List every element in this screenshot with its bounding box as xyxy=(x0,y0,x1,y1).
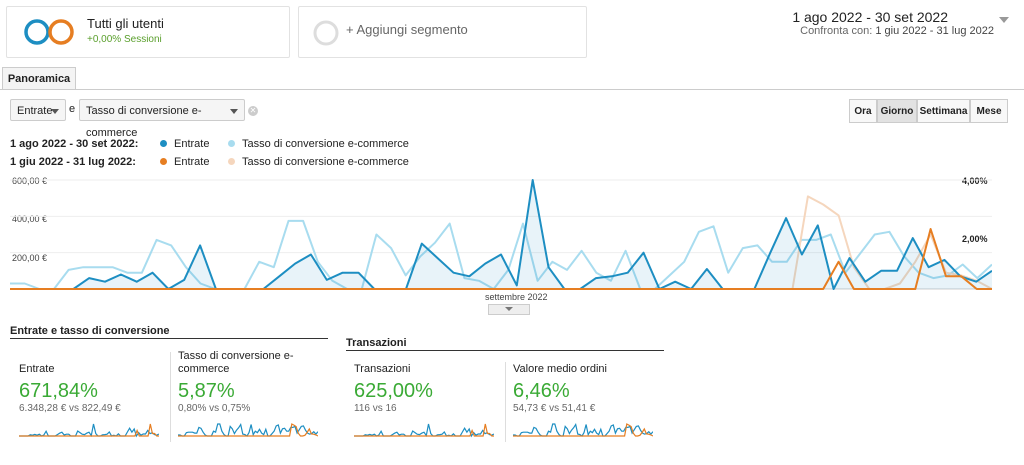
sparkline xyxy=(513,422,653,437)
metric-percentage: 6,46% xyxy=(513,380,570,402)
y-tick-left-400: 400,00 € xyxy=(12,214,48,224)
legend-entrate-current[interactable]: Entrate xyxy=(160,138,209,150)
metric-comparison: 0,80% vs 0,75% xyxy=(178,403,251,414)
metric-label: Transazioni xyxy=(354,363,411,375)
section-divider xyxy=(10,338,328,339)
sparkline-series xyxy=(19,423,159,437)
segment-circles-icon xyxy=(24,19,74,45)
segment-subtitle: +0,00% Sessioni xyxy=(87,34,162,45)
metric-comparison: 6.348,28 € vs 822,49 € xyxy=(19,403,121,414)
series-conversione-current-line xyxy=(10,219,992,290)
connector-label: e xyxy=(69,103,76,115)
empty-segment-icon xyxy=(313,20,339,46)
y-tick-left-200: 200,00 € xyxy=(12,253,48,263)
sparkline xyxy=(178,422,318,437)
legend-current-period: 1 ago 2022 - 30 set 2022: xyxy=(10,138,139,150)
add-segment-label: + Aggiungi segmento xyxy=(346,22,468,37)
metric-comparison: 54,73 € vs 51,41 € xyxy=(513,403,596,414)
y-tick-right-2: 2,00% xyxy=(962,234,988,244)
sparkline xyxy=(354,423,494,438)
legend-conversione-previous[interactable]: Tasso di conversione e-commerce xyxy=(228,156,409,168)
legend-conversione-current[interactable]: Tasso di conversione e-commerce xyxy=(228,138,409,150)
revenue-conversion-line-chart[interactable] xyxy=(10,172,992,296)
series-entrate-current-line xyxy=(10,179,992,290)
caret-down-icon xyxy=(230,109,238,114)
period-ora-button[interactable]: Ora xyxy=(849,99,877,123)
sparkline-series xyxy=(513,423,653,437)
period-mese-button[interactable]: Mese xyxy=(970,99,1008,123)
sparkline-series xyxy=(354,423,494,437)
metric-percentage: 671,84% xyxy=(19,380,98,402)
chart-expand-handle[interactable] xyxy=(488,304,530,315)
metric1-label: Entrate xyxy=(17,105,53,117)
sparkline-series xyxy=(178,422,318,437)
caret-down-icon xyxy=(51,109,59,114)
metric2-label: Tasso di conversione e-commerce xyxy=(86,105,202,139)
metric-comparison: 116 vs 16 xyxy=(354,403,397,414)
tab-divider xyxy=(0,89,1024,90)
close-icon[interactable]: ✕ xyxy=(248,106,258,116)
y-tick-left-600: 600,00 € xyxy=(12,176,48,186)
sparkline xyxy=(19,423,159,438)
sparkline-series xyxy=(513,422,653,437)
period-giorno-button[interactable]: Giorno xyxy=(877,99,917,123)
segment-all-users[interactable]: Tutti gli utenti +0,00% Sessioni xyxy=(6,6,290,58)
metric-label: Valore medio ordini xyxy=(513,363,607,375)
tab-panoramica[interactable]: Panoramica xyxy=(2,67,76,90)
metric-percentage: 625,00% xyxy=(354,380,433,402)
section-title-transazioni: Transazioni xyxy=(346,337,407,349)
metric-label: Tasso di conversione e-commerce xyxy=(178,350,294,375)
compare-range: 1 giu 2022 - 31 lug 2022 xyxy=(875,25,994,37)
legend-entrate-previous[interactable]: Entrate xyxy=(160,156,209,168)
metric2-select[interactable]: Tasso di conversione e-commerce xyxy=(79,99,245,139)
metric-card-valore-medio[interactable]: Valore medio ordini 6,46% 54,73 € vs 51,… xyxy=(513,350,663,445)
date-range-compare[interactable]: Confronta con: 1 giu 2022 - 31 lug 2022 xyxy=(800,25,994,37)
segment-title: Tutti gli utenti xyxy=(87,16,164,31)
metric-percentage: 5,87% xyxy=(178,380,235,402)
series-entrate-current-area xyxy=(10,180,992,289)
metric-card-entrate[interactable]: Entrate 671,84% 6.348,28 € vs 822,49 € xyxy=(19,350,169,445)
metric-card-conversione[interactable]: Tasso di conversione e-commerce 5,87% 0,… xyxy=(178,350,328,445)
add-segment-button[interactable]: + Aggiungi segmento xyxy=(298,6,587,58)
chevron-down-icon[interactable] xyxy=(999,17,1009,23)
section-title-entrate: Entrate e tasso di conversione xyxy=(10,325,170,337)
metric1-select[interactable]: Entrate xyxy=(10,99,66,121)
card-divider xyxy=(505,362,506,442)
y-tick-right-4: 4,00% xyxy=(962,176,988,186)
date-range-main[interactable]: 1 ago 2022 - 30 set 2022 xyxy=(792,9,948,25)
legend-previous-period: 1 giu 2022 - 31 lug 2022: xyxy=(10,156,136,168)
period-settimana-button[interactable]: Settimana xyxy=(917,99,970,123)
sparkline-series xyxy=(178,423,318,437)
series-entrate-previous-line xyxy=(10,228,992,290)
card-divider xyxy=(170,352,171,442)
metric-label: Entrate xyxy=(19,363,55,375)
x-axis-month-label: settembre 2022 xyxy=(485,292,548,302)
metric-card-transazioni[interactable]: Transazioni 625,00% 116 vs 16 xyxy=(354,350,504,445)
section-divider xyxy=(346,350,664,351)
compare-prefix: Confronta con: xyxy=(800,25,873,37)
